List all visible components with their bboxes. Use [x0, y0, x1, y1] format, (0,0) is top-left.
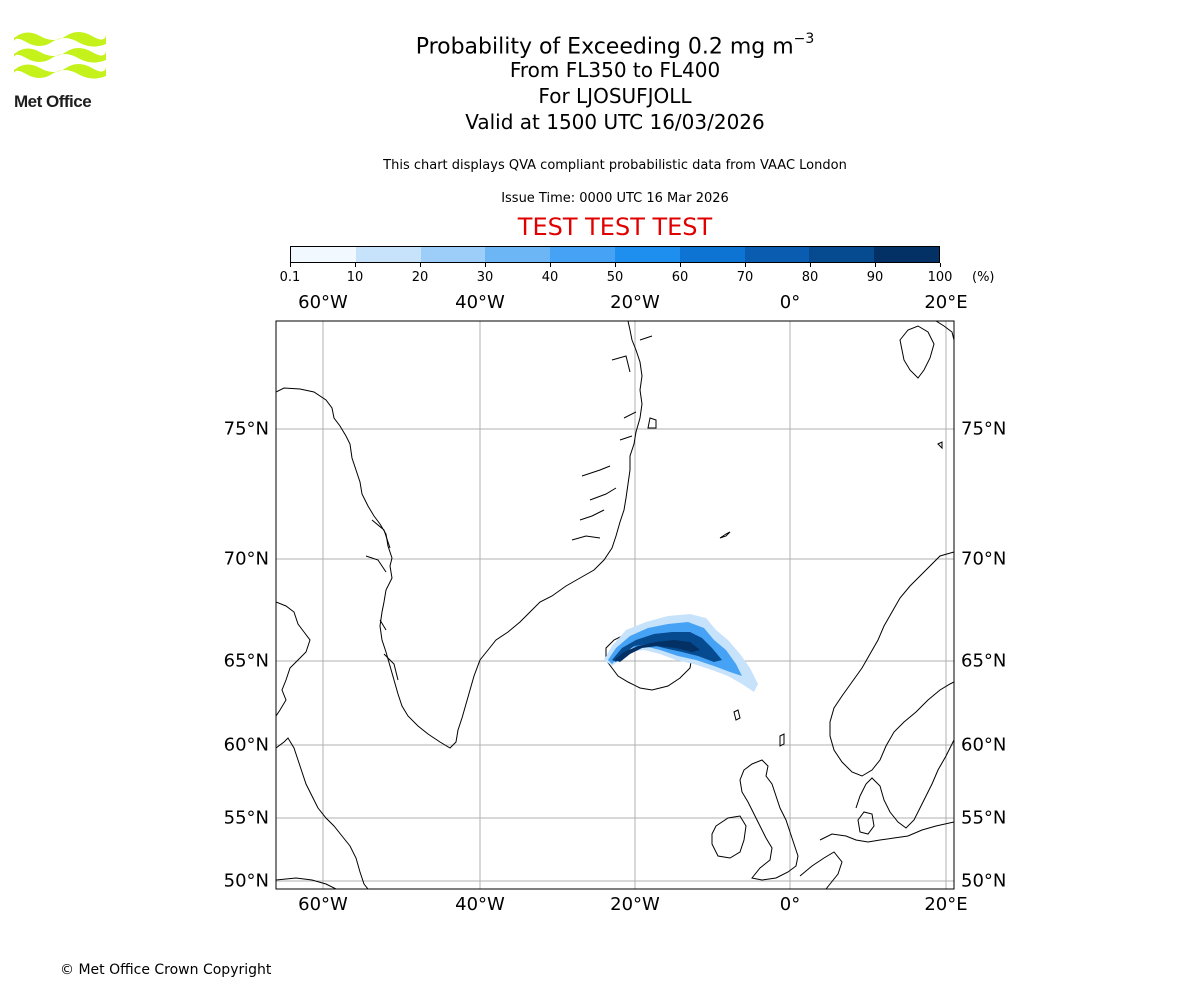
title-line-4: Valid at 1500 UTC 16/03/2026	[465, 110, 765, 134]
colorbar-tick-label: 100	[927, 270, 953, 285]
met-office-logo: Met Office	[14, 30, 110, 112]
colorbar-tick	[744, 263, 746, 267]
colorbar-tick-label: 30	[476, 270, 494, 285]
coast-greenland-fjords	[365, 335, 653, 681]
colorbar-segment	[420, 247, 486, 262]
ash-probability-plume	[604, 614, 758, 692]
latitude-label: 60°N	[961, 734, 1007, 756]
latitude-label: 60°N	[223, 734, 269, 756]
colorbar-tick	[289, 263, 291, 267]
map-frame	[275, 320, 955, 890]
colorbar-tick	[484, 263, 486, 267]
colorbar-segment	[355, 247, 421, 262]
colorbar-tick	[939, 263, 941, 267]
latitude-label: 75°N	[961, 418, 1007, 440]
coast-ireland	[711, 815, 747, 859]
plume-peak	[614, 640, 700, 662]
latitude-label: 65°N	[223, 650, 269, 672]
title-line-2: From FL350 to FL400	[509, 58, 721, 82]
title-line-3: For LJOSUFJOLL	[538, 84, 692, 108]
longitude-label: 20°E	[924, 894, 968, 915]
logo-text: Met Office	[14, 92, 92, 111]
title-line-1: Probability of Exceeding 0.2 mg m−3	[415, 31, 815, 60]
gridlines	[276, 321, 954, 889]
latitude-label: 70°N	[223, 548, 269, 570]
colorbar-segment	[874, 247, 939, 262]
longitude-label: 0°	[779, 894, 801, 915]
coast-denmark	[857, 811, 875, 835]
colorbar-tick-label: 10	[346, 270, 364, 285]
coastlines	[276, 321, 954, 889]
longitude-label: 20°W	[610, 894, 660, 915]
coast-newfoundland	[276, 877, 337, 889]
colorbar-tick-label: 50	[606, 270, 624, 285]
latitude-label: 50°N	[961, 870, 1007, 892]
chart-title-block: Probability of Exceeding 0.2 mg m−3 From…	[290, 26, 940, 135]
latitude-label: 65°N	[961, 650, 1007, 672]
longitude-label: 60°W	[298, 894, 348, 915]
latitude-label: 50°N	[223, 870, 269, 892]
colorbar-segment	[485, 247, 551, 262]
colorbar-tick-label: 90	[866, 270, 884, 285]
test-banner: TEST TEST TEST	[517, 213, 713, 241]
colorbar-segment	[679, 247, 745, 262]
colorbar-tick-label: 80	[801, 270, 819, 285]
coast-sweden	[855, 739, 954, 829]
colorbar-segment	[809, 247, 875, 262]
longitude-label: 60°W	[298, 292, 348, 313]
logo-waves-icon	[14, 32, 106, 79]
coast-greenland	[276, 321, 643, 749]
colorbar-segment	[614, 247, 680, 262]
colorbar-tick-label: 0.1	[279, 270, 301, 285]
coast-shetland	[779, 733, 785, 747]
coast-svalbard	[899, 321, 954, 379]
longitude-label: 20°E	[924, 292, 968, 313]
colorbar-tick-label: 20	[411, 270, 429, 285]
colorbar-tick	[614, 263, 616, 267]
coast-great-britain	[739, 759, 799, 881]
latitude-label: 55°N	[223, 807, 269, 829]
latitude-label: 55°N	[961, 807, 1007, 829]
colorbar-segment	[291, 247, 356, 262]
colorbar-tick	[354, 263, 356, 267]
longitude-label: 40°W	[455, 292, 505, 313]
coast-europe	[799, 821, 954, 889]
colorbar-tick-label: 60	[671, 270, 689, 285]
issue-time: Issue Time: 0000 UTC 16 Mar 2026	[501, 191, 729, 206]
latitude-label: 75°N	[223, 418, 269, 440]
copyright: © Met Office Crown Copyright	[60, 962, 272, 978]
colorbar-tick	[549, 263, 551, 267]
colorbar-tick	[809, 263, 811, 267]
latitude-label: 70°N	[961, 548, 1007, 570]
longitude-label: 0°	[779, 292, 801, 313]
colorbar-tick	[679, 263, 681, 267]
coast-canada	[276, 601, 311, 717]
colorbar-segment	[550, 247, 615, 262]
colorbar-segment	[744, 247, 810, 262]
longitude-label: 40°W	[455, 894, 505, 915]
colorbar-tick	[419, 263, 421, 267]
colorbar-tick-label: 70	[736, 270, 754, 285]
coast-greenland-island	[647, 417, 657, 429]
colorbar-tick	[874, 263, 876, 267]
coast-bear-island	[937, 441, 943, 450]
coast-norway	[829, 551, 954, 777]
colorbar-tick-label: 40	[541, 270, 559, 285]
coast-faroes	[733, 709, 741, 721]
subtitle: This chart displays QVA compliant probab…	[383, 158, 847, 173]
coast-labrador	[276, 737, 369, 889]
colorbar	[290, 246, 940, 263]
colorbar-unit: (%)	[972, 270, 995, 285]
coast-jan-mayen	[719, 531, 731, 539]
longitude-label: 20°W	[610, 292, 660, 313]
